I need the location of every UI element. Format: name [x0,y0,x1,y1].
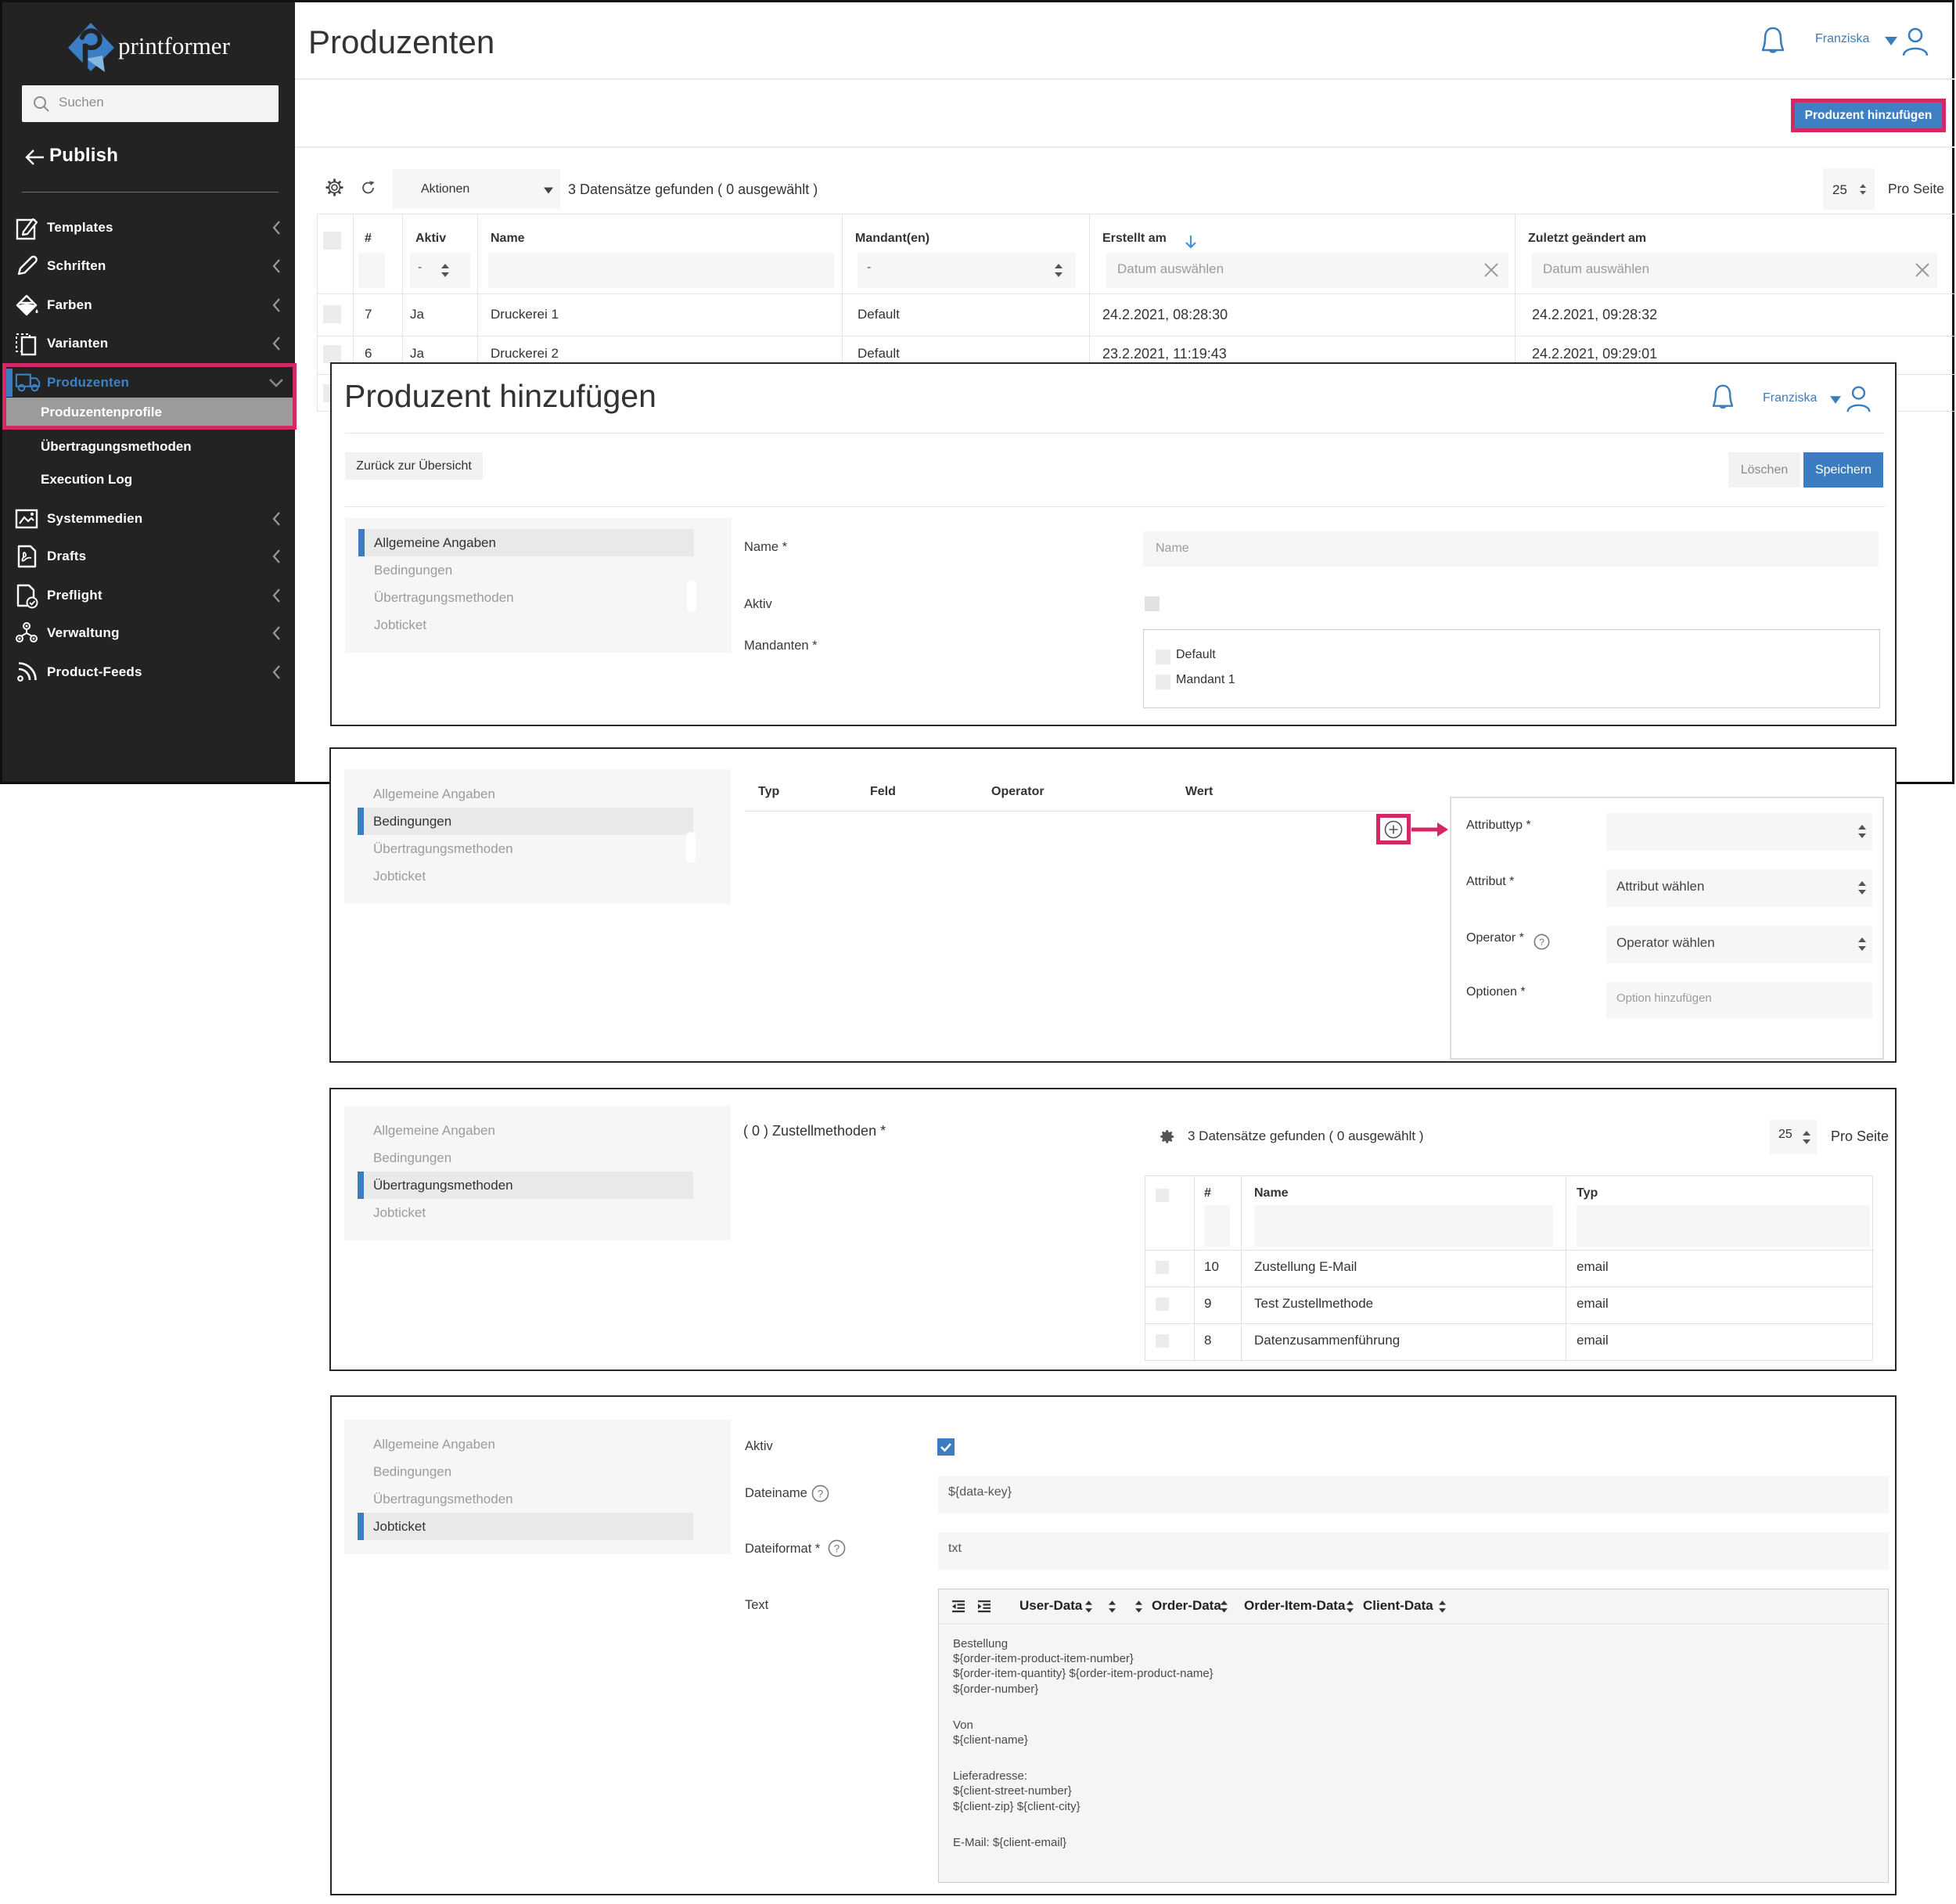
svg-text:?: ? [834,1542,840,1554]
svg-text:?: ? [1539,937,1544,948]
svg-text:?: ? [818,1488,823,1499]
